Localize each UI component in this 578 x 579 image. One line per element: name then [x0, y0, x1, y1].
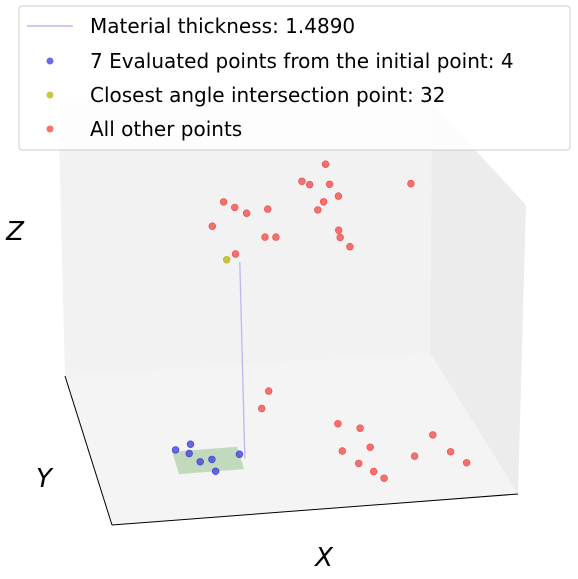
point-other-0	[410, 452, 419, 460]
point-other-17	[231, 250, 240, 258]
legend-label-closest: Closest angle intersection point: 32	[90, 83, 446, 107]
point-other-9	[370, 467, 378, 476]
point-other-23	[321, 160, 330, 168]
point-other-11	[265, 387, 273, 395]
point-evaluated-1	[211, 467, 220, 475]
z-axis-label: Z	[5, 217, 25, 247]
point-other-6	[338, 447, 346, 455]
legend-swatch-other	[46, 125, 54, 133]
point-other-18	[261, 233, 269, 241]
legend: Material thickness: 1.4890 7 Evaluated p…	[18, 5, 571, 151]
point-other-22	[306, 180, 314, 189]
legend-swatch-evaluated	[46, 57, 54, 65]
point-evaluated-0	[235, 450, 244, 458]
point-other-4	[334, 420, 342, 428]
point-evaluated-2	[196, 458, 204, 466]
legend-label-evaluated: 7 Evaluated points from the initial poin…	[90, 49, 514, 73]
point-other-28	[335, 226, 343, 234]
point-other-15	[242, 209, 251, 217]
points-layer	[171, 160, 471, 482]
point-other-1	[429, 431, 437, 439]
point-other-3	[462, 459, 471, 467]
point-closest-0	[223, 256, 231, 264]
point-other-27	[319, 198, 328, 206]
legend-label-other: All other points	[90, 117, 242, 141]
point-other-12	[258, 404, 266, 413]
point-other-10	[380, 474, 388, 482]
point-other-5	[356, 424, 364, 432]
y-axis-line	[64, 375, 113, 526]
pane-right-wall	[430, 103, 526, 494]
point-other-24	[325, 180, 334, 189]
legend-swatch-closest	[46, 91, 54, 99]
legend-label-thickness: Material thickness: 1.4890	[90, 14, 355, 38]
pane-back-wall	[58, 103, 432, 376]
point-other-29	[336, 233, 344, 242]
point-other-13	[219, 198, 228, 206]
x-axis-line	[111, 493, 519, 526]
point-other-8	[355, 459, 363, 468]
thickness-line	[239, 261, 246, 459]
point-other-30	[346, 243, 354, 251]
point-other-16	[208, 222, 217, 230]
point-other-25	[334, 192, 343, 200]
point-other-2	[446, 448, 455, 456]
point-other-7	[366, 443, 374, 451]
point-evaluated-3	[185, 449, 193, 458]
y-axis-label: Y	[36, 464, 54, 494]
x-axis-label: X	[313, 543, 334, 573]
point-other-26	[314, 206, 322, 214]
point-other-20	[272, 233, 280, 241]
point-other-31	[407, 179, 415, 188]
point-other-14	[231, 203, 239, 212]
pane-floor	[65, 353, 518, 525]
point-evaluated-6	[208, 455, 216, 464]
legend-frame	[18, 5, 571, 151]
point-evaluated-5	[171, 446, 180, 454]
point-other-21	[298, 177, 306, 186]
point-other-19	[264, 205, 272, 213]
point-evaluated-4	[186, 440, 195, 448]
